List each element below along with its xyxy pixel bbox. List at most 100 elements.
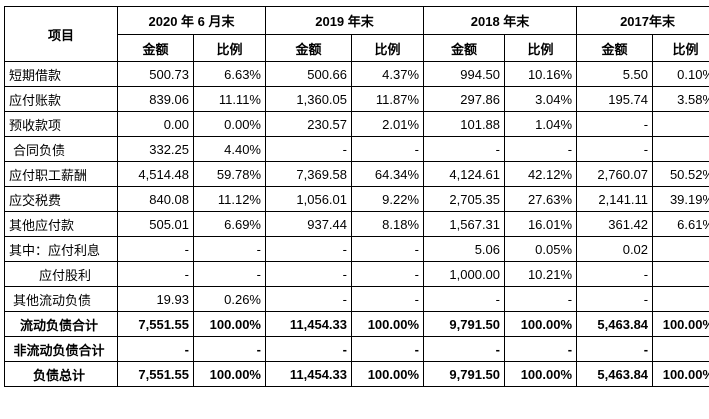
amount-cell: 230.57 xyxy=(265,111,352,137)
amount-cell: - xyxy=(576,336,654,362)
ratio-cell: 100.00% xyxy=(193,361,266,387)
ratio-cell: - xyxy=(193,336,266,362)
amount-cell: 297.86 xyxy=(423,86,506,112)
amount-cell: - xyxy=(423,336,506,362)
table-row: 其他应付款 505.01 6.69% 937.44 8.18% 1,567.31 16.01… xyxy=(4,211,709,237)
table-row: 短期借款 500.73 6.63% 500.66 4.37% 994.50 10.16% 5.… xyxy=(4,61,709,87)
table-row: 应付账款 839.06 11.11% 1,360.05 11.87% 297.86 3.04… xyxy=(4,86,709,112)
amount-cell: - xyxy=(576,261,654,287)
amount-cell: 5,463.84 xyxy=(576,361,654,387)
ratio-cell: - xyxy=(350,236,425,262)
amount-cell: - xyxy=(117,336,194,362)
ratio-cell: 3.58% xyxy=(652,86,709,112)
ratio-cell: 3.04% xyxy=(504,86,578,112)
ratio-cell: 0.10% xyxy=(652,61,709,87)
ratio-cell: 10.21% xyxy=(504,261,578,287)
table-row: 其中：应付利息----5.060.05%0.02- xyxy=(4,236,709,262)
ratio-cell: - xyxy=(504,286,578,312)
amount-header: 金额 xyxy=(423,34,506,62)
period-header: 2019 年末 xyxy=(264,6,425,35)
ratio-cell: 27.63% xyxy=(504,186,578,212)
ratio-cell: - xyxy=(652,136,709,162)
amount-cell: 9,791.50 xyxy=(423,361,506,387)
header-row-periods: 项目 2020 年 6 月末 2019 年末 2018 年末 2017年末 xyxy=(4,6,709,62)
ratio-cell: 4.40% xyxy=(193,136,266,162)
ratio-cell: 100.00% xyxy=(193,311,266,337)
table-body: 短期借款 500.73 6.63% 500.66 4.37% 994.50 10.16% 5.… xyxy=(4,61,709,387)
amount-cell: 361.42 xyxy=(576,211,654,237)
ratio-cell: - xyxy=(504,336,578,362)
amount-cell: - xyxy=(117,261,194,287)
period-header: 2020 年 6 月末 xyxy=(117,6,266,35)
amount-cell: - xyxy=(423,136,506,162)
ratio-cell: 6.69% xyxy=(193,211,266,237)
row-label: 合同负债 xyxy=(4,136,118,162)
amount-cell: 4,124.61 xyxy=(423,161,506,187)
ratio-header: 比例 xyxy=(504,34,578,62)
amount-cell: 1,360.05 xyxy=(265,86,352,112)
amount-cell: 505.01 xyxy=(117,211,194,237)
table-row: 流动负债合计 7,551.55 100.00% 11,454.33 100.00% 9,7… xyxy=(4,311,709,337)
ratio-cell: 11.11% xyxy=(193,86,266,112)
ratio-cell: 100.00% xyxy=(504,361,578,387)
ratio-cell: - xyxy=(350,336,425,362)
row-label: 其他应付款 xyxy=(4,211,118,237)
ratio-cell: - xyxy=(652,336,709,362)
amount-cell: 11,454.33 xyxy=(265,361,352,387)
item-header: 项目 xyxy=(4,6,118,62)
amount-cell: 7,551.55 xyxy=(117,361,194,387)
ratio-cell: 11.87% xyxy=(350,86,425,112)
amount-cell: 2,760.07 xyxy=(576,161,654,187)
ratio-cell: 59.78% xyxy=(193,161,266,187)
ratio-header: 比例 xyxy=(350,34,425,62)
amount-cell: - xyxy=(117,236,194,262)
amount-cell: - xyxy=(265,261,352,287)
amount-header: 金额 xyxy=(265,34,352,62)
amount-cell: 332.25 xyxy=(117,136,194,162)
ratio-cell: 39.19% xyxy=(652,186,709,212)
ratio-cell: 11.12% xyxy=(193,186,266,212)
ratio-header: 比例 xyxy=(652,34,709,62)
table-row: 非流动负债合计-------- xyxy=(4,336,709,362)
row-label: 应付账款 xyxy=(4,86,118,112)
row-label: 预收款项 xyxy=(4,111,118,137)
row-label: 应付职工薪酬 xyxy=(4,161,118,187)
amount-cell: 2,705.35 xyxy=(423,186,506,212)
ratio-cell: 1.04% xyxy=(504,111,578,137)
ratio-cell: - xyxy=(193,236,266,262)
header-row-metrics: 金额 比例 金额 比例 金额 比例 金额 比例 xyxy=(5,34,709,62)
table-row: 负债总计 7,551.55 100.00% 11,454.33 100.00% 9,791… xyxy=(4,361,709,387)
row-label: 其中：应付利息 xyxy=(4,236,118,262)
amount-cell: 11,454.33 xyxy=(265,311,352,337)
row-label: 应交税费 xyxy=(4,186,118,212)
amount-cell: 101.88 xyxy=(423,111,506,137)
ratio-cell: - xyxy=(652,286,709,312)
ratio-cell: 9.22% xyxy=(350,186,425,212)
row-label: 其他流动负债 xyxy=(4,286,118,312)
amount-cell: - xyxy=(576,111,654,137)
ratio-cell: 16.01% xyxy=(504,211,578,237)
amount-header: 金额 xyxy=(117,34,194,62)
amount-cell: - xyxy=(576,136,654,162)
table-row: 应交税费 840.08 11.12% 1,056.01 9.22% 2,705.35 27.… xyxy=(4,186,709,212)
ratio-cell: 6.63% xyxy=(193,61,266,87)
ratio-cell: - xyxy=(350,286,425,312)
row-label: 负债总计 xyxy=(4,361,118,387)
ratio-cell: 10.16% xyxy=(504,61,578,87)
ratio-cell: 0.26% xyxy=(193,286,266,312)
amount-cell: - xyxy=(265,236,352,262)
amount-cell: 4,514.48 xyxy=(117,161,194,187)
liabilities-table-container: 项目 2020 年 6 月末 2019 年末 2018 年末 2017年末 金额… xyxy=(4,6,709,387)
amount-cell: 5,463.84 xyxy=(576,311,654,337)
amount-cell: 7,551.55 xyxy=(117,311,194,337)
ratio-cell: 100.00% xyxy=(504,311,578,337)
row-label: 流动负债合计 xyxy=(4,311,118,337)
amount-cell: - xyxy=(265,136,352,162)
amount-header: 金额 xyxy=(576,34,654,62)
ratio-cell: 4.37% xyxy=(350,61,425,87)
ratio-cell: - xyxy=(652,236,709,262)
ratio-cell: - xyxy=(350,261,425,287)
